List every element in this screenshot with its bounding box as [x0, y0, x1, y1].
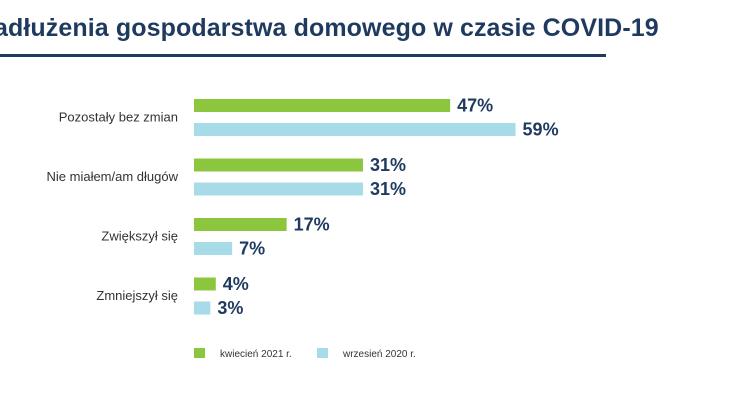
- bars-group: [194, 99, 516, 315]
- chart-title: adłużenia gospodarstwa domowego w czasie…: [0, 14, 659, 42]
- bar-april-2021-2: [194, 218, 287, 231]
- legend-label: wrzesień 2020 r.: [342, 349, 416, 360]
- bar-april-2021-3: [194, 277, 216, 291]
- bar-september-2020-1: [194, 182, 363, 196]
- value-labels-group: 47% 59% 31% 31% 17% 7% 4% 3%: [217, 96, 558, 319]
- category-labels-group: Pozostały bez zmian Nie miałem/am długów Z…: [47, 110, 179, 304]
- category-label: Zmniejszył się: [96, 288, 178, 303]
- bar-april-2021-1: [194, 158, 363, 172]
- value-label: 3%: [217, 298, 243, 318]
- legend-swatch: [194, 348, 205, 358]
- value-label: 7%: [239, 239, 265, 259]
- category-label: Zwiększył się: [101, 229, 178, 244]
- bar-september-2020-3: [194, 301, 211, 315]
- value-label: 4%: [223, 274, 249, 294]
- legend-swatch: [317, 348, 328, 358]
- value-label: 31%: [370, 179, 406, 199]
- title-underline: [0, 54, 606, 57]
- legend-label: kwiecień 2021 r.: [220, 349, 292, 360]
- value-label: 59%: [523, 120, 559, 140]
- category-label: Nie miałem/am długów: [47, 169, 179, 184]
- legend-group: kwiecień 2021 r. wrzesień 2020 r.: [194, 348, 416, 360]
- bar-april-2021-0: [194, 99, 451, 112]
- value-label: 31%: [370, 155, 406, 175]
- bar-september-2020-2: [194, 242, 233, 255]
- value-label: 47%: [457, 96, 493, 116]
- category-label: Pozostały bez zmian: [59, 110, 178, 125]
- bar-september-2020-0: [194, 123, 516, 136]
- value-label: 17%: [294, 215, 330, 235]
